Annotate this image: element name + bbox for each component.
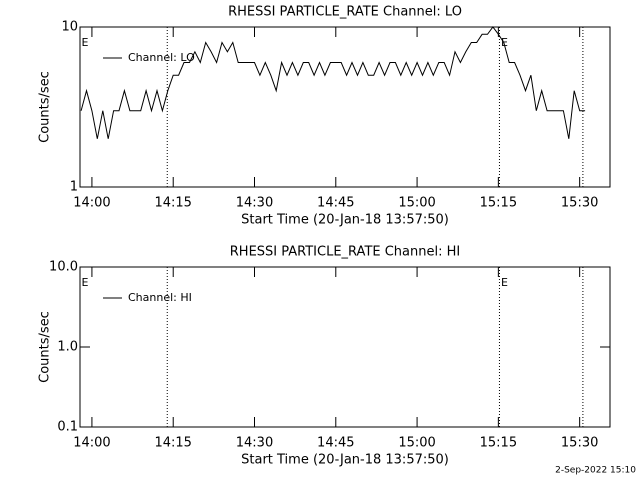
y-tick-label: 1.0 (57, 340, 78, 355)
y-axis-label: Counts/sec (38, 311, 53, 383)
plot-frame (79, 26, 611, 188)
legend-label: Channel: HI (128, 291, 192, 304)
y-tick-label: 1 (70, 180, 78, 195)
x-tick-label: 15:00 (398, 436, 435, 451)
legend-label: Channel: LO (128, 51, 195, 64)
chart-title: RHESSI PARTICLE_RATE Channel: HI (230, 245, 460, 260)
annotation: E (501, 36, 508, 49)
x-tick-label: 14:45 (317, 436, 354, 451)
x-tick-label: 14:00 (73, 196, 110, 211)
x-tick-label: 15:15 (480, 436, 517, 451)
x-tick-label: 14:15 (154, 436, 191, 451)
x-tick-label: 14:30 (236, 196, 273, 211)
x-tick-label: 14:30 (236, 436, 273, 451)
footer: 2-Sep-2022 15:10 (555, 466, 636, 476)
x-tick-label: 14:15 (154, 196, 191, 211)
data-line (80, 26, 586, 139)
x-tick-label: 15:30 (561, 196, 598, 211)
y-axis-label: Counts/sec (38, 71, 53, 143)
x-tick-label: 14:00 (73, 436, 110, 451)
x-tick-label: 15:30 (561, 436, 598, 451)
x-axis-label: Start Time (20-Jan-18 13:57:50) (241, 213, 449, 228)
x-tick-label: 15:00 (398, 196, 435, 211)
annotation: E (501, 276, 508, 289)
chart-title: RHESSI PARTICLE_RATE Channel: LO (228, 5, 462, 20)
x-axis-label: Start Time (20-Jan-18 13:57:50) (241, 453, 449, 468)
annotation: E (82, 276, 89, 289)
y-tick-label: 10.0 (49, 260, 78, 275)
annotation: E (82, 36, 89, 49)
x-tick-label: 14:45 (317, 196, 354, 211)
y-tick-label: 0.1 (57, 420, 78, 435)
x-tick-label: 15:15 (480, 196, 517, 211)
y-tick-label: 10 (61, 20, 78, 35)
